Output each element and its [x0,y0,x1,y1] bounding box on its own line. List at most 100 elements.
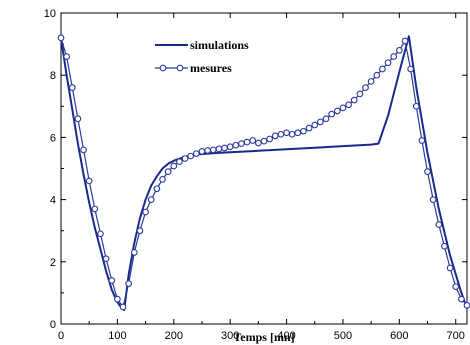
data-point-mesures [91,205,99,213]
series-line-simulations [60,35,467,311]
x-tick-label: 600 [390,330,408,342]
data-point-mesures [108,277,116,284]
data-point-mesures [114,295,121,303]
plot-frame [60,12,468,325]
data-point-mesures [418,137,426,144]
data-point-mesures [458,295,465,303]
data-point-mesures [452,283,460,291]
data-point-mesures [63,53,70,60]
x-tick-label: 500 [334,330,352,342]
data-point-mesures [305,124,313,132]
data-point-mesures [238,140,245,147]
data-point-mesures [271,132,279,140]
data-point-mesures [429,196,437,203]
data-point-mesures [147,196,155,203]
x-tick-label: 200 [165,330,183,342]
x-axis-title: Temps [mn] [233,330,294,344]
data-point-mesures [412,102,420,110]
data-point-mesures [215,145,223,153]
data-point-mesures [441,242,448,250]
data-point-mesures [181,155,189,162]
data-point-mesures [407,65,414,73]
data-point-mesures [362,84,369,91]
data-point-mesures [130,249,138,256]
data-point-mesures [401,37,409,45]
data-point-mesures [232,141,240,149]
legend-mesures-marker [159,64,167,72]
data-point-mesures [57,34,65,42]
x-axis: 0 100 200 300 400 500 600 700 [58,13,465,342]
data-point-mesures [317,118,324,126]
data-point-mesures [339,104,347,112]
data-point-mesures [463,301,470,309]
data-point-mesures [384,59,392,67]
data-point-mesures [424,168,431,175]
data-point-mesures [204,147,211,154]
data-point-mesures [226,143,234,151]
y-axis: 0 2 4 6 8 10 [44,8,467,331]
x-tick-label: 700 [447,330,465,342]
data-point-mesures [260,137,268,145]
data-point-mesures [294,129,302,137]
y-tick-label: 10 [44,8,56,20]
data-point-mesures [97,230,104,238]
data-point-mesures [221,144,228,152]
data-point-mesures [164,168,172,175]
series-line-mesures [60,37,468,308]
y-tick-label: 4 [50,195,56,207]
data-point-mesures [322,115,330,123]
data-point-mesures [142,208,149,216]
data-point-mesures [350,96,358,104]
data-point-mesures [119,303,127,311]
data-point-mesures [243,138,251,146]
data-point-mesures [446,264,454,272]
data-point-mesures [333,107,341,115]
data-point-mesures [390,53,398,60]
y-tick-label: 2 [50,257,56,269]
data-point-mesures [379,65,386,73]
data-point-mesures [187,152,195,160]
data-point-mesures [395,46,403,54]
data-point-mesures [367,78,375,85]
y-tick-label: 8 [50,70,56,82]
data-point-mesures [209,146,217,154]
data-point-mesures [170,162,178,170]
data-point-mesures [102,255,110,263]
data-point-mesures [300,127,307,135]
data-point-mesures [288,130,296,138]
data-point-mesures [249,137,257,144]
data-point-mesures [153,185,161,193]
data-point-mesures [192,150,200,157]
legend-simulations-label: simulations [190,38,249,52]
data-point-mesures [283,129,290,137]
legend: simulations mesures [155,38,249,75]
data-point-mesures [266,135,273,143]
x-tick-label: 100 [108,330,126,342]
plot-area [60,12,468,325]
data-point-mesures [277,130,285,138]
data-point-mesures [136,227,144,235]
x-tick-label: 0 [58,330,64,342]
data-point-mesures [176,158,183,166]
data-point-mesures [68,84,76,91]
data-point-mesures [356,90,364,98]
x-tick-label: 400 [277,330,295,342]
data-point-mesures [198,148,206,155]
data-point-mesures [328,110,336,118]
data-point-mesures [125,280,133,287]
data-point-mesures [345,101,352,109]
data-point-mesures [435,221,443,228]
data-point-mesures [311,121,319,129]
data-point-mesures [85,177,93,185]
legend-mesures-label: mesures [190,61,232,75]
data-point-mesures [373,71,381,79]
data-point-mesures [80,146,87,154]
series-layer [57,34,470,311]
y-tick-label: 0 [50,319,56,331]
legend-mesures-marker-2 [176,64,184,72]
data-point-mesures [255,139,262,147]
x-tick-label: 300 [221,330,239,342]
data-point-mesures [74,115,82,123]
y-tick-label: 6 [50,132,56,144]
